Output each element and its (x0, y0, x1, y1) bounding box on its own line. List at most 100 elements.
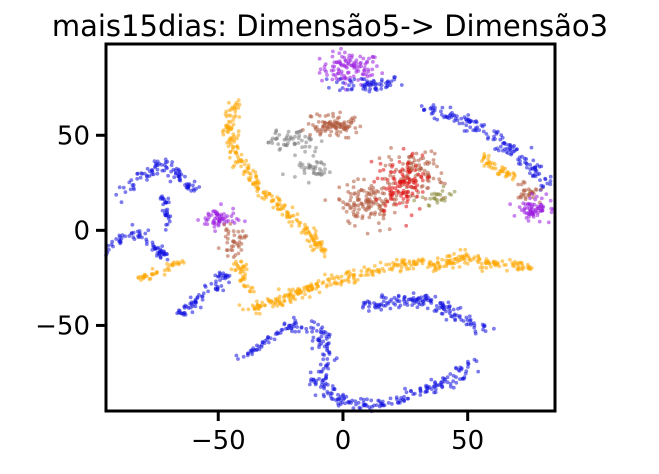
data-point (330, 276, 334, 281)
data-point (522, 156, 527, 161)
data-point (467, 314, 472, 319)
data-point (364, 208, 369, 213)
data-point (319, 369, 323, 374)
data-point (232, 262, 236, 266)
data-point (322, 68, 327, 72)
data-point (502, 140, 507, 145)
data-point (393, 181, 398, 186)
data-point (367, 192, 371, 197)
data-point (224, 220, 229, 224)
data-point (531, 158, 536, 163)
data-point (256, 307, 261, 311)
data-point (390, 185, 395, 190)
data-point (410, 303, 415, 307)
data-point (334, 131, 339, 136)
data-point (443, 181, 447, 186)
data-point (147, 174, 152, 179)
data-point (316, 322, 320, 327)
data-point (353, 191, 358, 196)
data-point (397, 201, 402, 206)
data-point (417, 207, 422, 211)
data-point (339, 69, 344, 74)
plot-frame (104, 42, 557, 413)
data-point (448, 105, 453, 110)
data-point (377, 404, 382, 409)
data-point (322, 64, 327, 69)
data-point (500, 259, 505, 264)
data-point (416, 158, 421, 163)
data-point (285, 133, 290, 138)
data-point (464, 369, 469, 374)
data-point (206, 213, 211, 217)
data-point (347, 221, 352, 226)
data-point (323, 272, 327, 277)
data-point (248, 172, 253, 176)
data-point (244, 267, 249, 272)
data-point (359, 76, 364, 81)
data-point (229, 127, 234, 131)
data-point (183, 312, 188, 317)
data-point (462, 253, 467, 258)
data-point (167, 219, 172, 224)
data-point (356, 69, 361, 73)
data-point (307, 295, 312, 299)
data-point (281, 142, 286, 147)
data-point (347, 274, 352, 278)
data-point (319, 327, 323, 332)
data-point (472, 357, 477, 362)
data-point (358, 54, 363, 59)
data-point (484, 266, 489, 270)
data-point (163, 157, 168, 162)
data-point (434, 383, 439, 388)
data-point (281, 206, 286, 211)
data-point (459, 116, 464, 121)
data-point (241, 307, 245, 312)
data-point (312, 170, 316, 175)
data-point (373, 210, 378, 215)
data-point (505, 268, 509, 273)
data-point (412, 198, 417, 203)
data-point (293, 329, 298, 334)
data-point (475, 125, 480, 130)
data-point (291, 287, 295, 292)
data-point (303, 165, 307, 170)
data-point (282, 321, 287, 326)
data-point (325, 348, 329, 353)
data-point (404, 204, 409, 209)
data-point (398, 303, 403, 308)
data-point (313, 164, 318, 169)
data-point (339, 280, 344, 285)
data-point (231, 118, 235, 123)
data-point (259, 304, 263, 309)
data-point (174, 166, 179, 171)
data-point (401, 197, 406, 201)
data-point (231, 244, 236, 249)
data-point (368, 73, 372, 78)
data-point (322, 353, 327, 357)
data-point (381, 403, 386, 408)
data-point (331, 68, 336, 72)
data-point (380, 71, 385, 76)
data-point (465, 261, 470, 266)
data-point (334, 76, 339, 81)
data-point (316, 338, 321, 343)
data-point (425, 186, 429, 191)
data-point (414, 151, 419, 156)
data-point (408, 194, 413, 199)
data-point (380, 293, 384, 297)
data-point (193, 304, 198, 309)
data-point (405, 396, 410, 401)
data-point (315, 242, 320, 247)
data-point (138, 175, 143, 180)
data-point (296, 141, 301, 145)
data-point (427, 175, 431, 179)
data-point (383, 203, 388, 208)
data-point (228, 142, 233, 147)
data-point (309, 377, 313, 382)
data-point (293, 134, 297, 139)
data-point (335, 116, 340, 121)
data-point (244, 158, 249, 163)
data-point (253, 181, 258, 186)
data-point (234, 353, 239, 358)
data-point (425, 389, 429, 394)
